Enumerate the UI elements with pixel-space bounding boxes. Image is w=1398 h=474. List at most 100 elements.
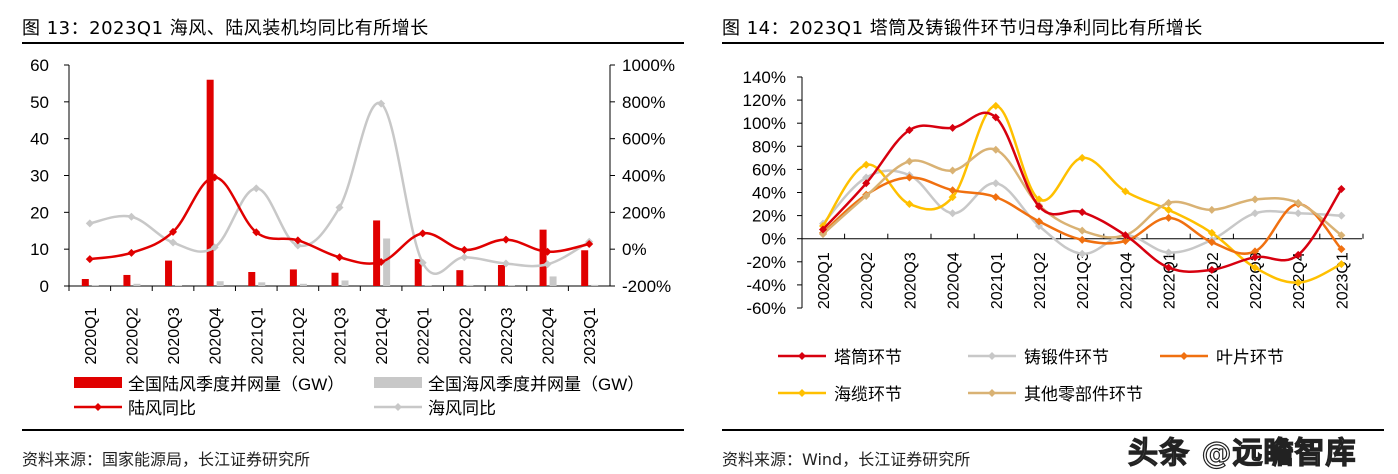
data-point (169, 227, 178, 236)
x-tick-label: 2021Q2 (1032, 252, 1049, 309)
data-point (1294, 250, 1303, 259)
right-source-rule (722, 429, 1384, 431)
data-point (1294, 278, 1303, 287)
x-tick-label: 2020Q3 (902, 252, 919, 309)
legend-label: 全国海风季度并网量（GW） (428, 375, 644, 394)
data-point (127, 212, 136, 221)
x-tick-label: 2022Q1 (1162, 252, 1179, 309)
right-tick-label: -200% (622, 277, 671, 296)
series-line (822, 147, 1343, 239)
data-point (543, 247, 552, 256)
x-tick-label: 2020Q2 (124, 307, 141, 364)
data-point (1251, 247, 1259, 256)
data-point (418, 229, 427, 238)
right-tick-label: 400% (622, 167, 665, 186)
x-tick-label: 2020Q1 (83, 307, 100, 364)
data-point (991, 193, 1000, 202)
data-point (948, 166, 957, 175)
x-tick-label: 2021Q2 (291, 307, 308, 364)
x-tick-label: 2022Q4 (541, 307, 558, 364)
legend-marker (988, 389, 996, 397)
x-tick-label: 2020Q2 (859, 252, 876, 309)
data-point (1164, 263, 1173, 272)
legend-marker (798, 352, 806, 360)
data-point (948, 123, 957, 132)
data-point (1164, 205, 1173, 214)
legend-label: 叶片环节 (1216, 348, 1284, 367)
data-point (948, 193, 957, 202)
x-tick-label: 2021Q1 (249, 307, 266, 364)
x-tick-label: 2022Q3 (1248, 252, 1265, 309)
y-tick-label: 140% (743, 68, 786, 87)
data-point (1337, 185, 1346, 194)
offshore-bar (466, 284, 474, 286)
data-point (335, 253, 344, 262)
onshore-bar (539, 229, 547, 286)
data-point (1078, 208, 1087, 217)
data-point (1078, 249, 1087, 258)
x-tick-label: 2023Q1 (1334, 252, 1351, 309)
legend-swatch (374, 377, 422, 388)
data-point (585, 240, 594, 249)
left-source-rule (22, 429, 684, 431)
data-point (1251, 253, 1259, 262)
data-point (293, 241, 302, 250)
legend-marker (988, 352, 996, 360)
data-point (862, 179, 871, 188)
legend-swatch (74, 377, 122, 388)
data-point (1078, 153, 1087, 162)
x-tick-label: 2021Q3 (1075, 252, 1092, 309)
right-source: 资料来源：Wind，长江证券研究所 (722, 450, 971, 469)
onshore-bar (414, 259, 422, 286)
series-line (89, 101, 590, 275)
data-point (1294, 198, 1303, 207)
data-point (862, 160, 871, 169)
x-tick-label: 2023Q1 (582, 307, 599, 364)
offshore-bar (549, 276, 557, 286)
left-chart-title: 图 13：2023Q1 海风、陆风装机均同比有所增长 (22, 18, 429, 39)
data-point (543, 260, 552, 269)
onshore-bar (289, 269, 297, 286)
data-point (905, 126, 914, 135)
y-tick-label: 80% (752, 137, 786, 156)
data-point (1078, 235, 1087, 244)
data-point (1121, 187, 1130, 196)
legend-marker (394, 403, 402, 411)
data-point (169, 238, 178, 247)
left-tick-label: 50 (30, 93, 49, 112)
data-point (991, 145, 1000, 154)
right-tick-label: 600% (622, 130, 665, 149)
legend-marker (94, 403, 102, 411)
right-tick-label: 800% (622, 93, 665, 112)
data-point (460, 253, 469, 262)
data-point (377, 99, 386, 108)
data-point (819, 225, 827, 234)
data-point (1035, 221, 1043, 230)
right-tick-label: 200% (622, 203, 665, 222)
y-tick-label: 40% (752, 184, 786, 203)
x-tick-label: 2020Q1 (816, 252, 833, 309)
left-tick-label: 10 (30, 240, 49, 259)
left-tick-label: 60 (30, 56, 49, 75)
legend-label: 陆风同比 (128, 399, 196, 418)
left-tick-label: 0 (40, 277, 49, 296)
data-point (1121, 231, 1130, 240)
onshore-bar (248, 272, 256, 286)
onshore-bar (581, 250, 589, 286)
legend-marker (798, 389, 806, 397)
offshore-bar (341, 280, 349, 286)
legend-marker (1180, 352, 1188, 360)
data-point (1337, 211, 1346, 220)
left-tick-label: 40 (30, 130, 49, 149)
y-tick-label: 20% (752, 207, 786, 226)
y-tick-label: 100% (743, 114, 786, 133)
right-title-rule (722, 42, 1384, 44)
legend-label: 海缆环节 (834, 385, 902, 404)
series-line (822, 111, 1343, 274)
data-point (85, 219, 94, 228)
data-point (1078, 226, 1087, 235)
right-chart-title: 图 14：2023Q1 塔筒及铸锻件环节归母净利同比有所增长 (722, 18, 1203, 39)
data-point (85, 255, 94, 264)
x-tick-label: 2020Q4 (946, 252, 963, 309)
data-point (905, 173, 914, 182)
